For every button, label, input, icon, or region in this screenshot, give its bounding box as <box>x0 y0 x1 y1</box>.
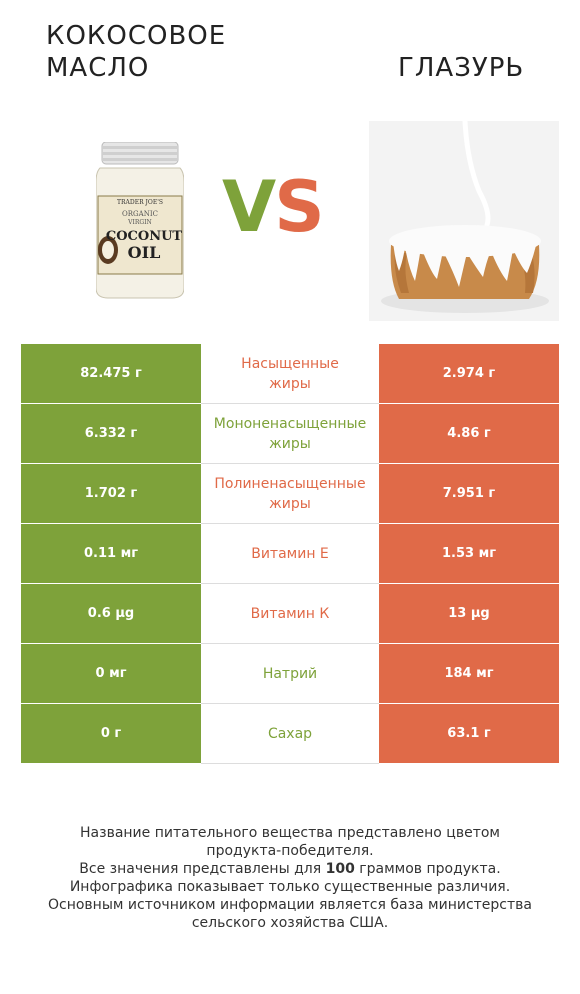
product-right-title: ГЛАЗУРЬ <box>398 53 525 83</box>
nutrient-label-cell: Витамин К <box>201 584 379 644</box>
footer-line-4: Инфографика показывает только существенн… <box>69 879 511 895</box>
jar-organic-text: ORGANIC <box>122 210 158 218</box>
table-row: 0.6 µg Витамин К 13 µg <box>21 584 559 644</box>
product-left-title: КОКОСОВОЕ МАСЛО <box>46 21 227 83</box>
nutrient-label-cell: Витамин E <box>201 524 379 584</box>
nutrient-label-cell: Сахар <box>201 704 379 764</box>
right-value-cell: 13 µg <box>379 584 559 644</box>
table-row: 0.11 мг Витамин E 1.53 мг <box>21 524 559 584</box>
table-row: 82.475 г Насыщенные жиры 2.974 г <box>21 344 559 404</box>
nutrient-label-cell: Полиненасыщенные жиры <box>201 464 379 524</box>
right-value-cell: 7.951 г <box>379 464 559 524</box>
left-value-cell: 0 мг <box>21 644 201 704</box>
footer-line-3: Все значения представлены для 100 граммо… <box>0 860 580 878</box>
table-row: 0 г Сахар 63.1 г <box>21 704 559 764</box>
left-value-cell: 0.6 µg <box>21 584 201 644</box>
footer-line-3-bold: 100 <box>325 861 355 877</box>
table-row: 6.332 г Мононенасыщенные жиры 4.86 г <box>21 404 559 464</box>
footer-notes: Название питательного вещества представл… <box>0 824 580 932</box>
right-value-cell: 2.974 г <box>379 344 559 404</box>
jar-virgin-text: VIRGIN <box>127 219 152 226</box>
footer-line-2: продукта-победителя. <box>206 843 374 859</box>
glazed-cake-image <box>369 121 559 321</box>
vs-label: VS <box>222 166 325 248</box>
jar-oil-text: OIL <box>128 243 161 262</box>
table-row: 0 мг Натрий 184 мг <box>21 644 559 704</box>
vs-v: V <box>222 166 276 248</box>
footer-line-1: Название питательного вещества представл… <box>80 825 500 841</box>
coconut-oil-jar-image: TRADER JOE'S ORGANIC VIRGIN COCONUT OIL <box>96 142 184 299</box>
footer-line-6: сельского хозяйства США. <box>191 915 389 931</box>
footer-line-5: Основным источником информации является … <box>48 897 532 913</box>
jar-brand-text: TRADER JOE'S <box>117 199 163 206</box>
vs-s: S <box>274 166 324 248</box>
comparison-table: 82.475 г Насыщенные жиры 2.974 г 6.332 г Мон… <box>21 344 559 764</box>
left-value-cell: 6.332 г <box>21 404 201 464</box>
table-row: 1.702 г Полиненасыщенные жиры 7.951 г <box>21 464 559 524</box>
right-value-cell: 184 мг <box>379 644 559 704</box>
left-value-cell: 0 г <box>21 704 201 764</box>
nutrient-label-cell: Мононенасыщенные жиры <box>201 404 379 464</box>
left-value-cell: 1.702 г <box>21 464 201 524</box>
right-value-cell: 63.1 г <box>379 704 559 764</box>
left-value-cell: 0.11 мг <box>21 524 201 584</box>
nutrient-label-cell: Натрий <box>201 644 379 704</box>
jar-coconut-text: COCONUT <box>106 229 183 244</box>
right-value-cell: 4.86 г <box>379 404 559 464</box>
nutrient-label-cell: Насыщенные жиры <box>201 344 379 404</box>
footer-line-3-pre: Все значения представлены для <box>79 861 326 877</box>
left-value-cell: 82.475 г <box>21 344 201 404</box>
right-value-cell: 1.53 мг <box>379 524 559 584</box>
footer-line-3-post: граммов продукта. <box>354 861 501 877</box>
